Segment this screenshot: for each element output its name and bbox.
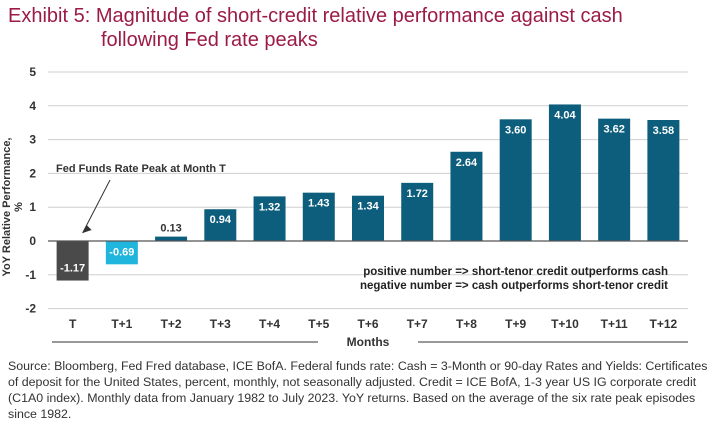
x-tick-label: T+4 — [259, 317, 280, 331]
y-tick-label: 4 — [29, 99, 36, 113]
y-tick-label: 3 — [29, 133, 36, 147]
y-tick-label: 2 — [29, 166, 36, 180]
bar — [499, 119, 532, 241]
x-tick-label: T+5 — [308, 317, 329, 331]
bar-value-label: -0.69 — [109, 246, 134, 258]
x-tick-label: T+7 — [407, 317, 428, 331]
y-tick-label: 5 — [29, 65, 36, 79]
x-tick-label: T+12 — [650, 317, 678, 331]
x-axis-label: Months — [347, 335, 390, 349]
x-tick-label: T+9 — [505, 317, 526, 331]
x-tick-label: T+2 — [161, 317, 182, 331]
title-line-2: following Fed rate peaks — [101, 29, 318, 51]
bar-value-label: 3.62 — [603, 124, 624, 136]
bar — [56, 241, 89, 281]
chart-title: Exhibit 5: Magnitude of short-credit rel… — [8, 4, 708, 52]
bar — [598, 118, 631, 241]
y-tick-label: 0 — [29, 234, 36, 248]
x-tick-label: T — [69, 317, 77, 331]
annotation-text: Fed Funds Rate Peak at Month T — [56, 163, 226, 175]
bar-value-label: 1.34 — [357, 201, 379, 213]
bar-value-label: 3.60 — [505, 124, 526, 136]
bar-value-label: -1.17 — [60, 263, 85, 275]
bar-value-label: 1.32 — [259, 201, 280, 213]
annotation-arrow-line — [82, 179, 111, 234]
bar — [450, 151, 483, 241]
annotation-arrow-head — [82, 225, 92, 233]
bar — [253, 196, 286, 241]
x-tick-label: T+6 — [357, 317, 378, 331]
bar-value-label: 1.43 — [308, 198, 329, 210]
bar — [302, 192, 335, 241]
bar — [105, 241, 138, 265]
x-tick-label: T+1 — [111, 317, 132, 331]
y-tick-label: -2 — [25, 302, 36, 316]
title-line-1: Exhibit 5: Magnitude of short-credit rel… — [8, 5, 623, 27]
y-tick-label: -1 — [25, 268, 36, 282]
bar — [155, 236, 188, 241]
source-note: Source: Bloomberg, Fed Fred database, IC… — [8, 359, 708, 421]
y-tick-label: 1 — [29, 200, 36, 214]
bar — [204, 209, 237, 241]
bar — [548, 104, 581, 241]
bar — [352, 195, 384, 241]
x-tick-label: T+11 — [601, 317, 628, 331]
bar-value-label: 0.13 — [160, 223, 181, 235]
bar-value-label: 2.64 — [456, 157, 478, 169]
bar-value-label: 1.72 — [407, 188, 428, 200]
chart-note: positive number => short-tenor credit ou… — [363, 266, 668, 278]
bar-chart: 5 4 3 2 1 0 -1 -2 -1.17 T -0.69 T+1 0.13 T+2 0.94 T+3 1.… — [25, 65, 688, 349]
bar — [401, 182, 434, 241]
bar-value-label: 0.94 — [210, 214, 232, 226]
bar-value-label: 4.04 — [554, 109, 576, 121]
x-tick-label: T+3 — [210, 317, 231, 331]
x-tick-label: T+8 — [456, 317, 477, 331]
x-tick-label: T+10 — [551, 317, 579, 331]
chart-note: negative number => cash outperforms shor… — [360, 280, 668, 292]
bar-value-label: 3.58 — [653, 125, 674, 137]
bar — [647, 119, 680, 241]
